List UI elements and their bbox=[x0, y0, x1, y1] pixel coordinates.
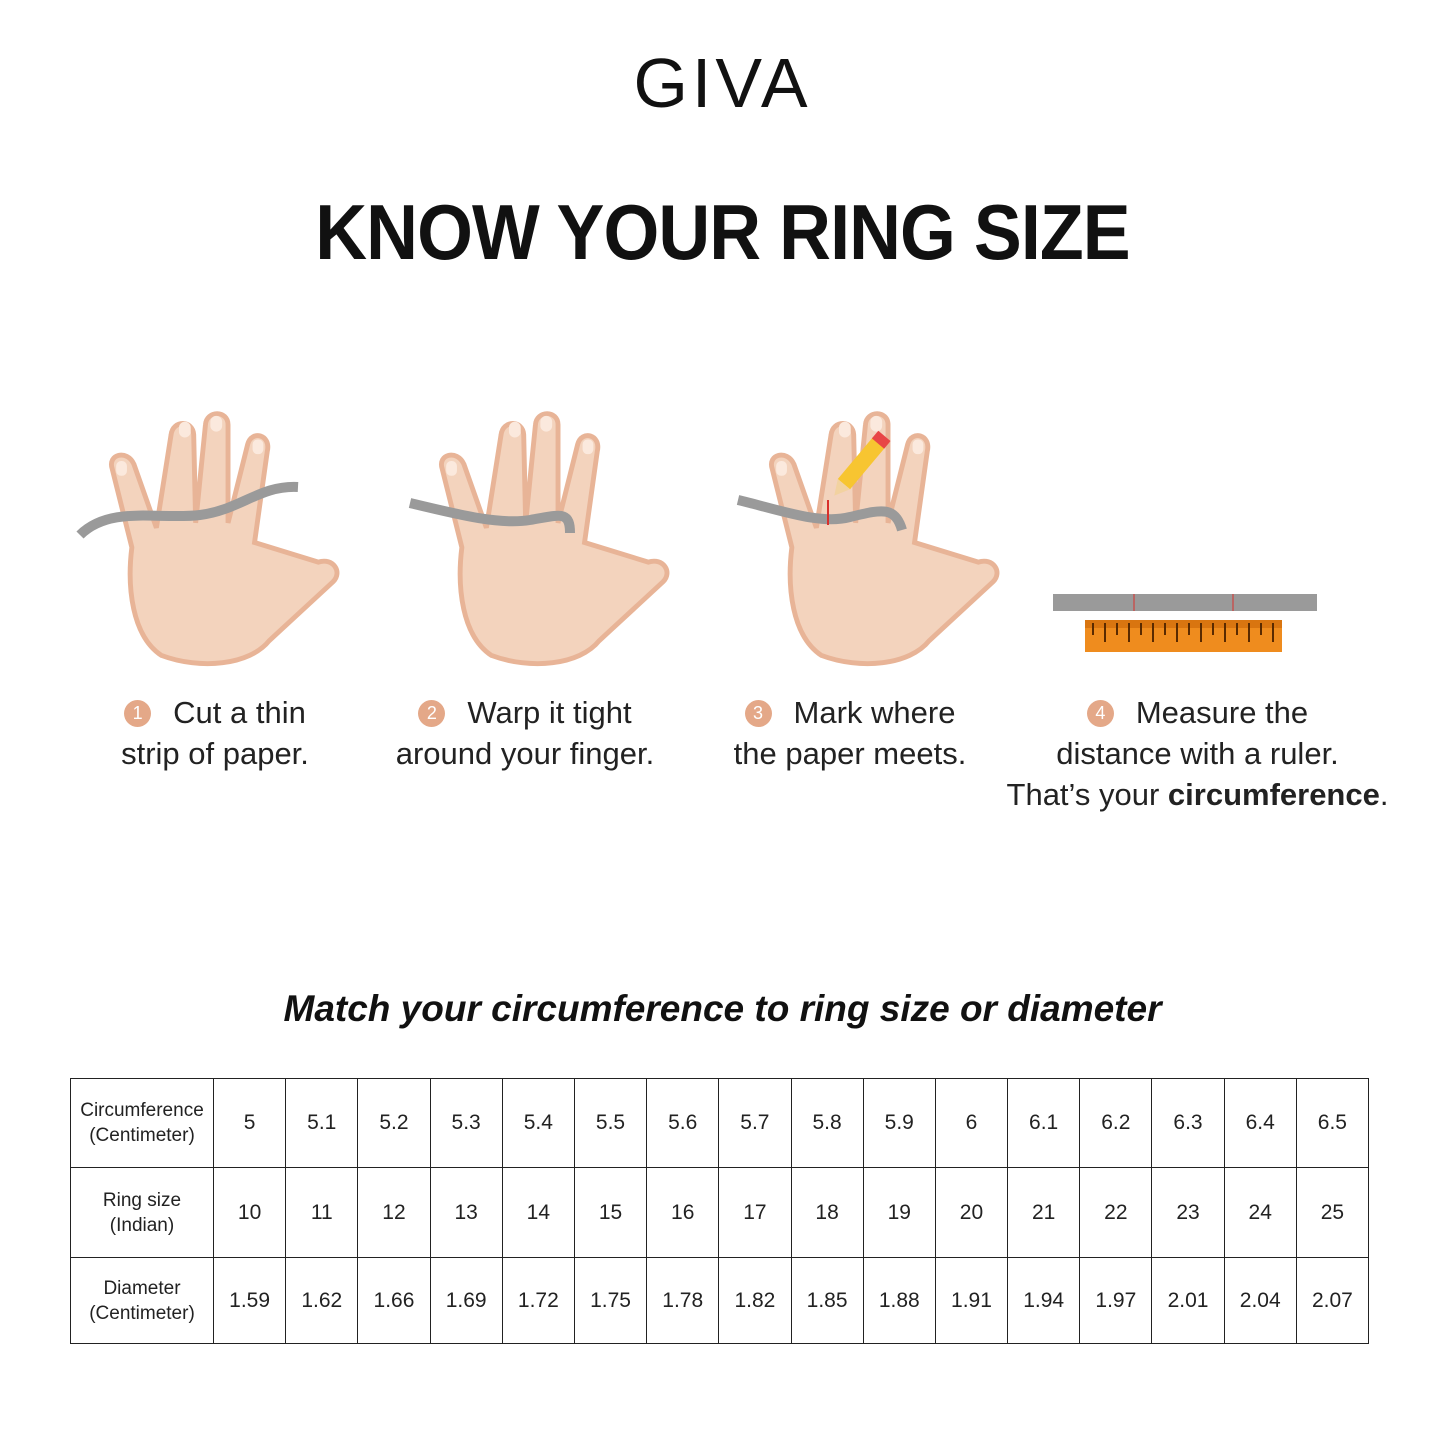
step-text: around your finger. bbox=[395, 736, 655, 771]
hand-paper-wrapped-icon bbox=[441, 414, 667, 664]
table-cell: 5.4 bbox=[501, 1078, 575, 1168]
table-cell: 5.6 bbox=[646, 1078, 720, 1168]
step-4-caption: 4 Measure the distance with a ruler. That… bbox=[1000, 692, 1395, 815]
circumference-emphasis: circumference bbox=[1167, 777, 1380, 812]
table-cell: 5.9 bbox=[862, 1078, 936, 1168]
table-cell: 12 bbox=[357, 1167, 431, 1258]
table-cell: 5.2 bbox=[357, 1078, 431, 1168]
table-cell: 6.3 bbox=[1151, 1078, 1225, 1168]
step-2-caption: 2 Warp it tight around your finger. bbox=[370, 692, 680, 774]
step-badge: 4 bbox=[1086, 700, 1114, 727]
table-cell: 6.1 bbox=[1007, 1078, 1081, 1168]
row-header-label: Circumference bbox=[80, 1100, 204, 1121]
page-title: KNOW YOUR RING SIZE bbox=[315, 188, 1130, 276]
table-cell: 2.07 bbox=[1295, 1257, 1370, 1344]
table-cell: 1.78 bbox=[646, 1257, 720, 1344]
table-cell: 14 bbox=[501, 1167, 575, 1258]
table-cell: 2.01 bbox=[1151, 1257, 1225, 1344]
step-text: That’s your bbox=[1006, 777, 1168, 812]
table-cell: 24 bbox=[1223, 1167, 1297, 1258]
table-cell: 6.4 bbox=[1223, 1078, 1297, 1168]
table-cell: 6.5 bbox=[1295, 1078, 1370, 1168]
step-badge: 1 bbox=[124, 700, 152, 727]
step-text: strip of paper. bbox=[121, 736, 309, 771]
table-cell: 25 bbox=[1295, 1167, 1370, 1258]
step-text: Mark where bbox=[793, 695, 956, 730]
table-cell: 5.1 bbox=[285, 1078, 359, 1168]
table-cell: 1.91 bbox=[934, 1257, 1009, 1344]
table-cell: 21 bbox=[1007, 1167, 1081, 1258]
row-header-unit: (Centimeter) bbox=[89, 1302, 195, 1324]
table-cell: 1.69 bbox=[429, 1257, 503, 1344]
step-2-illustration bbox=[400, 405, 730, 675]
table-row: Ring size (Indian) 10 11 12 13 14 15 16 17 18 19 20 2… bbox=[70, 1167, 1370, 1258]
table-cell: 5.8 bbox=[790, 1078, 864, 1168]
step-4-illustration bbox=[1050, 590, 1380, 660]
table-cell: 10 bbox=[212, 1167, 287, 1258]
table-cell: 5.5 bbox=[573, 1078, 648, 1168]
table-cell: 1.59 bbox=[212, 1257, 287, 1344]
table-cell: 1.94 bbox=[1007, 1257, 1081, 1344]
table-cell: 17 bbox=[718, 1167, 792, 1258]
step-badge: 3 bbox=[744, 700, 772, 727]
table-cell: 22 bbox=[1079, 1167, 1153, 1258]
brand-logo: GIVA bbox=[633, 44, 812, 122]
step-1-illustration bbox=[70, 405, 400, 675]
table-subtitle: Match your circumference to ring size or… bbox=[283, 988, 1162, 1029]
table-cell: 6.2 bbox=[1079, 1078, 1153, 1168]
table-cell: 5.7 bbox=[718, 1078, 792, 1168]
table-cell: 1.85 bbox=[790, 1257, 864, 1344]
table-cell: 5.3 bbox=[429, 1078, 503, 1168]
step-text: Warp it tight bbox=[467, 695, 632, 730]
ruler-icon bbox=[1053, 594, 1317, 652]
table-cell: 5 bbox=[212, 1078, 287, 1168]
step-3-caption: 3 Mark where the paper meets. bbox=[700, 692, 1000, 774]
step-text: the paper meets. bbox=[733, 736, 967, 771]
table-cell: 11 bbox=[285, 1167, 359, 1258]
table-cell: 2.04 bbox=[1223, 1257, 1297, 1344]
table-cell: 1.75 bbox=[573, 1257, 648, 1344]
table-cell: 1.72 bbox=[501, 1257, 575, 1344]
step-text: Measure the bbox=[1135, 695, 1309, 730]
step-text: distance with a ruler. bbox=[1056, 736, 1339, 771]
table-cell: 1.97 bbox=[1079, 1257, 1153, 1344]
table-cell: 1.88 bbox=[862, 1257, 936, 1344]
table-cell: 23 bbox=[1151, 1167, 1225, 1258]
row-header: Diameter (Centimeter) bbox=[70, 1257, 214, 1344]
table-cell: 19 bbox=[862, 1167, 936, 1258]
row-header-label: Diameter bbox=[103, 1277, 181, 1299]
row-header-unit: (Indian) bbox=[109, 1214, 175, 1236]
step-text: . bbox=[1379, 777, 1389, 812]
hand-paper-strip-icon bbox=[111, 414, 337, 664]
step-1-caption: 1 Cut a thin strip of paper. bbox=[70, 692, 360, 774]
step-3-illustration bbox=[730, 405, 1060, 675]
table-row: Circumference (Centimeter) 5 5.1 5.2 5.3 5.4 5.… bbox=[70, 1078, 1370, 1168]
pencil-icon bbox=[834, 430, 891, 496]
row-header: Ring size (Indian) bbox=[70, 1167, 214, 1258]
table-cell: 1.82 bbox=[718, 1257, 792, 1344]
table-row: Diameter (Centimeter) 1.59 1.62 1.66 1.69 1.72… bbox=[70, 1257, 1370, 1344]
step-text: That’s your circumference. bbox=[1000, 774, 1395, 815]
table-cell: 16 bbox=[646, 1167, 720, 1258]
table-cell: 1.66 bbox=[357, 1257, 431, 1344]
table-cell: 6 bbox=[934, 1078, 1009, 1168]
step-badge: 2 bbox=[418, 700, 446, 727]
table-cell: 15 bbox=[573, 1167, 648, 1258]
row-header-label: Ring size bbox=[102, 1189, 182, 1211]
row-header: Circumference (Centimeter) bbox=[70, 1078, 214, 1168]
step-text: Cut a thin bbox=[173, 695, 306, 730]
ring-size-table: Circumference (Centimeter) 5 5.1 5.2 5.3 5.4 5.… bbox=[70, 1078, 1370, 1344]
table-cell: 18 bbox=[790, 1167, 864, 1258]
table-cell: 1.62 bbox=[285, 1257, 359, 1344]
table-cell: 13 bbox=[429, 1167, 503, 1258]
hand-pencil-mark-icon bbox=[771, 414, 997, 664]
table-cell: 20 bbox=[934, 1167, 1009, 1258]
row-header-unit: (Centimeter) bbox=[89, 1125, 195, 1146]
